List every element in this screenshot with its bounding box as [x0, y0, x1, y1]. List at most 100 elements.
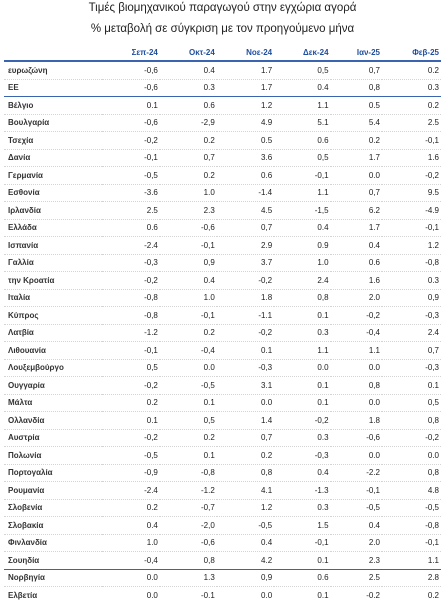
table-row: Φινλανδία 1.0 -0,6 0.4 -0,1 2.0 -0,1 — [4, 534, 441, 552]
cell-value: -0,5 — [102, 166, 160, 185]
cell-value: 1.1 — [330, 341, 382, 360]
cell-value: 0.0 — [159, 359, 217, 377]
table-row: Σλοβενία 0.2 -0,7 1.2 0.3 -0,5 -0,5 — [4, 499, 441, 517]
table-row: Αυστρία -0,2 0.2 0,7 0.3 -0,6 -0,2 — [4, 429, 441, 447]
table-row: Πορτογαλία -0,9 -0,8 0,8 0.4 -2.2 0,8 — [4, 464, 441, 482]
cell-value: 0.6 — [102, 219, 160, 237]
cell-value: 2.3 — [159, 201, 217, 220]
cell-value: 0.2 — [382, 96, 441, 115]
cell-value: -0,5 — [216, 516, 275, 535]
cell-value: 0,5 — [159, 411, 217, 430]
column-header: Οκτ-24 — [159, 44, 217, 62]
cell-value: 0.4 — [102, 516, 160, 535]
cell-value: -0,8 — [382, 254, 441, 272]
cell-value: 2.3 — [330, 551, 382, 570]
cell-value: -0,1 — [274, 166, 331, 185]
cell-value: 0,9 — [159, 254, 217, 272]
row-label: Λατβία — [4, 324, 102, 342]
cell-value: 0.6 — [274, 131, 331, 150]
cell-value: 0,7 — [382, 341, 441, 360]
cell-value: 0.6 — [159, 96, 217, 115]
table-row: Σλοβακία 0.4 -2,0 -0,5 1.5 0.4 -0,8 — [4, 516, 441, 535]
row-label: Βέλγιο — [4, 96, 102, 115]
cell-value: -0,1 — [274, 534, 331, 552]
table-row: Βουλγαρία -0,6 -2,9 4.9 5.1 5.4 2.5 — [4, 114, 441, 132]
cell-value: -0,3 — [382, 306, 441, 325]
cell-value: 0.0 — [330, 359, 382, 377]
cell-value: 0.4 — [330, 236, 382, 255]
cell-value: 1.3 — [159, 568, 217, 587]
cell-value: 2.8 — [382, 568, 441, 587]
cell-value: 2.5 — [102, 201, 160, 220]
cell-value: 1.7 — [330, 219, 382, 237]
row-label: Εσθονία — [4, 184, 102, 202]
cell-value: 0.1 — [159, 394, 217, 412]
cell-value: -0,2 — [382, 166, 441, 185]
cell-value: -0.2 — [330, 586, 382, 600]
cell-value: -0,5 — [330, 499, 382, 517]
cell-value: -1.3 — [274, 481, 331, 500]
table-row: Πολωνία -0,5 0.1 0.2 -0,3 0.0 0.0 — [4, 446, 441, 465]
cell-value: -3.6 — [102, 184, 160, 202]
table-row: Κύπρος -0,8 -0,1 -1.1 0.1 -0,2 -0,3 — [4, 306, 441, 325]
row-label: Δανία — [4, 149, 102, 167]
row-label: Κύπρος — [4, 306, 102, 325]
cell-value: 0,9 — [382, 289, 441, 307]
cell-value: -0,8 — [382, 516, 441, 535]
cell-value: -0,2 — [382, 429, 441, 447]
cell-value: 0.2 — [102, 499, 160, 517]
cell-value: 3.7 — [216, 254, 275, 272]
cell-value: -0,1 — [382, 131, 441, 150]
cell-value: -0,1 — [102, 341, 160, 360]
table-row: Σουηδία -0,4 0,8 4.2 0.1 2.3 1.1 — [4, 551, 441, 570]
cell-value: -0,3 — [216, 359, 275, 377]
cell-value: 0.0 — [330, 446, 382, 465]
cell-value: 0,8 — [216, 464, 275, 482]
column-header: Ιαν-25 — [330, 44, 382, 62]
cell-value: -0,3 — [382, 359, 441, 377]
table-row: Λιθουανία -0,1 -0,4 0.1 1.1 1.1 0,7 — [4, 341, 441, 360]
cell-value: -1.2 — [159, 481, 217, 500]
cell-value: 1.7 — [216, 79, 275, 97]
cell-value: -0,9 — [102, 464, 160, 482]
cell-value: 0.1 — [102, 411, 160, 430]
cell-value: -0,6 — [330, 429, 382, 447]
cell-value: -0,1 — [159, 306, 217, 325]
row-label: Λιθουανία — [4, 341, 102, 360]
table-row: Ιταλία -0,8 1.0 1.8 0,8 2.0 0,9 — [4, 289, 441, 307]
row-label: Ολλανδία — [4, 411, 102, 430]
cell-value: -0,1 — [330, 481, 382, 500]
cell-value: 0.4 — [274, 219, 331, 237]
cell-value: -0,6 — [102, 114, 160, 132]
row-label: Γερμανία — [4, 166, 102, 185]
table-row: Δανία -0,1 0,7 3.6 0,5 1.7 1.6 — [4, 149, 441, 167]
cell-value: 0.3 — [274, 429, 331, 447]
table-row: Λατβία -1.2 0.2 -0,2 0.3 -0,4 2.4 — [4, 324, 441, 342]
cell-value: 0.1 — [274, 551, 331, 570]
row-label: Ρουμανία — [4, 481, 102, 500]
cell-value: 0.0 — [274, 359, 331, 377]
cell-value: 0.4 — [159, 271, 217, 290]
cell-value: 0.1 — [102, 96, 160, 115]
cell-value: 1.1 — [274, 341, 331, 360]
header-row: Σεπ-24 Οκτ-24 Νοε-24 Δεκ-24 Ιαν-25 Φεβ-25 — [4, 44, 441, 62]
cell-value: 0.4 — [159, 61, 217, 80]
row-label: Ιρλανδία — [4, 201, 102, 220]
cell-value: 0.2 — [159, 131, 217, 150]
table-row: Γαλλία -0,3 0,9 3.7 1.0 0.6 -0,8 — [4, 254, 441, 272]
row-label: Σλοβακία — [4, 516, 102, 535]
cell-value: 9.5 — [382, 184, 441, 202]
cell-value: 0.2 — [102, 394, 160, 412]
subtitle: % μεταβολή σε σύγκριση με τον προηγούμεν… — [90, 23, 355, 35]
cell-value: 3.6 — [216, 149, 275, 167]
row-label: Πολωνία — [4, 446, 102, 465]
cell-value: 1.1 — [274, 96, 331, 115]
cell-value: 1.2 — [382, 236, 441, 255]
table-row: Ιρλανδία 2.5 2.3 4.5 -1,5 6.2 -4.9 — [4, 201, 441, 220]
cell-value: -0,6 — [159, 219, 217, 237]
cell-value: 0,8 — [330, 79, 382, 97]
cell-value: 4.1 — [216, 481, 275, 500]
cell-value: -0,6 — [159, 534, 217, 552]
cell-value: 0,9 — [216, 568, 275, 587]
row-label: Λουξεμβούργο — [4, 359, 102, 377]
